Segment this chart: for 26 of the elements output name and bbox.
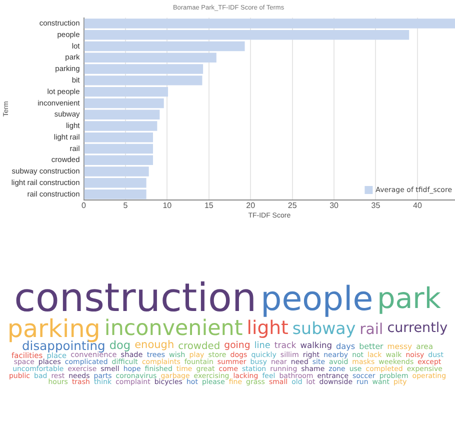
x-tick-label: 30	[330, 201, 340, 210]
text: dog	[109, 338, 131, 352]
text: walking	[300, 340, 332, 350]
text: rail	[360, 320, 384, 338]
text: currently	[387, 320, 448, 336]
text: enough	[134, 339, 174, 352]
x-tick-label: 15	[204, 201, 214, 210]
x-tick-label: 40	[413, 201, 422, 210]
bar	[84, 144, 154, 154]
text: days	[336, 340, 356, 350]
x-tick-label: 20	[246, 201, 256, 210]
text: line	[254, 341, 270, 352]
bar	[84, 41, 245, 52]
x-tick-label: 35	[371, 201, 381, 210]
text: going	[224, 340, 250, 351]
text: inconvenient	[104, 316, 243, 341]
text: park	[377, 282, 441, 316]
x-tick-label: 10	[162, 201, 172, 210]
text: light	[246, 318, 288, 339]
text: people	[260, 278, 374, 318]
text: track	[274, 341, 296, 352]
x-tick-label: 0	[82, 201, 87, 210]
x-tick-label: 25	[288, 201, 298, 210]
x-tick-label: 5	[123, 201, 128, 210]
text: crowded	[178, 340, 220, 352]
text: subway	[292, 318, 356, 338]
